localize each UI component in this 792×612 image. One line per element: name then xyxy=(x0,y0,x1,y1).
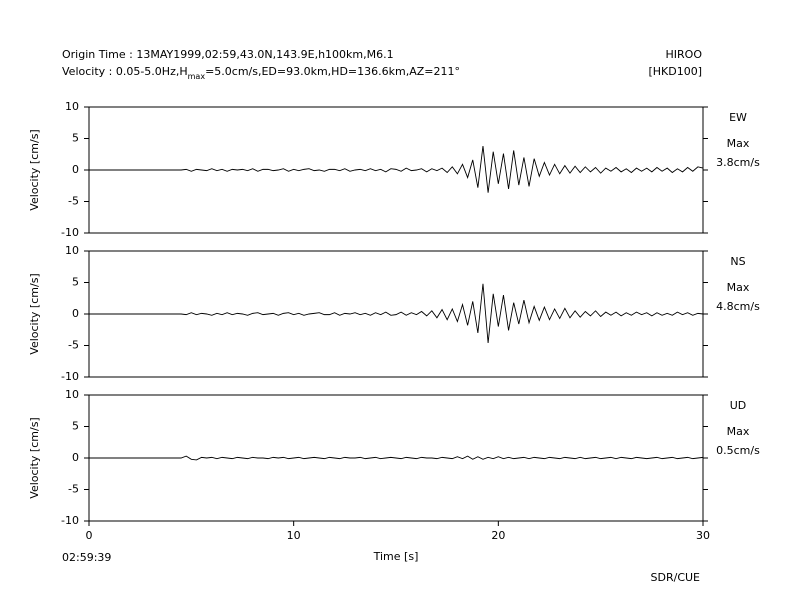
y-tick-label: 0 xyxy=(72,163,79,176)
y-tick-label: -5 xyxy=(68,339,79,352)
y-axis-label: Velocity [cm/s] xyxy=(28,273,41,354)
x-axis-label: Time [s] xyxy=(373,550,419,563)
y-tick-label: 5 xyxy=(72,132,79,145)
component-label: NS xyxy=(730,255,745,268)
max-value: 3.8cm/s xyxy=(716,156,760,169)
station-name: HIROO xyxy=(666,48,703,61)
x-tick-label: 0 xyxy=(86,529,93,542)
subtitle-subscript: max xyxy=(188,72,206,81)
component-label: UD xyxy=(730,399,747,412)
y-tick-label: 5 xyxy=(72,276,79,289)
y-tick-label: -10 xyxy=(61,226,79,239)
start-time: 02:59:39 xyxy=(62,551,111,564)
trace xyxy=(89,283,704,344)
header-subtitle: Velocity : 0.05-5.0Hz,Hmax=5.0cm/s,ED=93… xyxy=(62,65,460,81)
header-title: Origin Time : 13MAY1999,02:59,43.0N,143.… xyxy=(62,48,394,61)
y-tick-label: -5 xyxy=(68,195,79,208)
max-label: Max xyxy=(727,425,750,438)
y-tick-label: 10 xyxy=(65,100,79,113)
x-tick-label: 20 xyxy=(491,529,505,542)
y-tick-label: 0 xyxy=(72,307,79,320)
y-tick-label: 0 xyxy=(72,451,79,464)
y-axis-label: Velocity [cm/s] xyxy=(28,417,41,498)
y-axis-label: Velocity [cm/s] xyxy=(28,129,41,210)
component-label: EW xyxy=(729,111,747,124)
max-label: Max xyxy=(727,281,750,294)
max-label: Max xyxy=(727,137,750,150)
station-code: [HKD100] xyxy=(648,65,702,78)
y-tick-label: 10 xyxy=(65,388,79,401)
subtitle-part: =5.0cm/s,ED=93.0km,HD=136.6km,AZ=211° xyxy=(205,65,460,78)
y-tick-label: 10 xyxy=(65,244,79,257)
y-tick-label: -10 xyxy=(61,514,79,527)
x-tick-label: 10 xyxy=(287,529,301,542)
trace xyxy=(89,146,704,193)
max-value: 4.8cm/s xyxy=(716,300,760,313)
y-tick-label: -5 xyxy=(68,483,79,496)
x-tick-label: 30 xyxy=(696,529,710,542)
y-tick-label: -10 xyxy=(61,370,79,383)
trace xyxy=(89,455,704,461)
max-value: 0.5cm/s xyxy=(716,444,760,457)
subtitle-part: Velocity : 0.05-5.0Hz,H xyxy=(62,65,188,78)
y-tick-label: 5 xyxy=(72,420,79,433)
credit: SDR/CUE xyxy=(651,571,701,584)
